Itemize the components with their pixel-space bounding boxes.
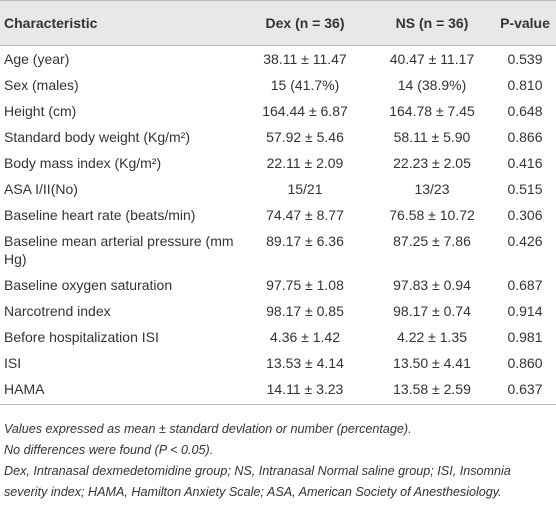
label-cell: Before hospitalization ISI [4,329,159,345]
label-cell: Baseline oxygen saturation [4,277,173,293]
header-row: Characteristic Dex (n = 36) NS (n = 36) P-v… [0,0,556,46]
label-cell: Baseline heart rate (beats/min) [4,207,196,223]
value-cell: 22.23 ± 2.05 [393,155,471,171]
label-cell: ASA I/II(No) [4,181,78,197]
value-cell: 0.637 [494,376,556,405]
label-cell: Age (year) [4,51,70,67]
value-cell: 97.83 ± 0.94 [393,277,471,293]
value-cell: 0.866 [507,129,543,145]
table-row: HAMA 14.11 ± 3.23 13.58 ± 2.59 0.637 [0,376,556,405]
label-cell: Narcotrend index [4,303,111,319]
value-cell: 13/23 [414,181,450,197]
value-cell: 0.306 [507,207,543,223]
table-row: ASA I/II(No) 15/21 13/23 0.515 [0,176,556,202]
value-cell: 14.11 ± 3.23 [240,376,370,405]
value-cell: 38.11 ± 11.47 [263,51,347,67]
value-cell: 0.416 [507,155,543,171]
header-cell: NS (n = 36) [370,0,494,46]
value-cell: 164.44 ± 6.87 [262,103,348,119]
value-cell: 22.11 ± 2.09 [266,155,344,171]
value-cell: 0.648 [507,103,543,119]
table-row: Before hospitalization ISI 4.36 ± 1.42 4.2… [0,324,556,350]
table-row: Baseline heart rate (beats/min) 74.47 ± 8… [0,202,556,228]
value-cell: 0.687 [507,277,543,293]
table-row: Body mass index (Kg/m²) 22.11 ± 2.09 22.23… [0,150,556,176]
value-cell: 0.515 [507,181,543,197]
value-cell: 0.810 [507,77,543,93]
label-cell: Height (cm) [4,103,77,119]
value-cell: 89.17 ± 6.36 [266,233,344,249]
label-cell: Sex (males) [4,77,79,93]
table-row: Standard body weight (Kg/m²) 57.92 ± 5.46… [0,124,556,150]
value-cell: 13.58 ± 2.59 [370,376,494,405]
table-body: Age (year) 38.11 ± 11.47 40.47 ± 11.17 0.53… [0,46,556,405]
value-cell: 57.92 ± 5.46 [266,129,344,145]
header-cell: Characteristic [0,0,240,46]
value-cell: 76.58 ± 10.72 [389,207,475,223]
value-cell: 87.25 ± 7.86 [393,233,471,249]
value-cell: 0.539 [507,51,543,67]
table-row: Baseline oxygen saturation 97.75 ± 1.08 97… [0,272,556,298]
value-cell: 4.36 ± 1.42 [270,329,340,345]
value-cell: 58.11 ± 5.90 [393,129,471,145]
value-cell: 15/21 [287,181,323,197]
value-cell: 40.47 ± 11.17 [389,51,475,67]
header-cell: Dex (n = 36) [240,0,370,46]
header-cell: P-value [494,0,556,46]
value-cell: 0.981 [507,329,543,345]
table-row: Sex (males) 15 (41.7%) 14 (38.9%) 0.810 [0,72,556,98]
value-cell: 0.426 [507,233,543,249]
footnote: Values expressed as mean ± standard devl… [4,422,412,436]
label-cell: ISI [4,355,22,371]
label-cell: Baseline mean arterial pressure (mm Hg) [4,233,234,267]
table-row: Baseline mean arterial pressure (mm Hg) 8… [0,228,556,272]
label-cell: Body mass index (Kg/m²) [4,155,162,171]
value-cell: 0.860 [507,355,543,371]
label-cell: HAMA [0,376,240,405]
value-cell: 13.50 ± 4.41 [393,355,471,371]
table-row: Narcotrend index 98.17 ± 0.85 98.17 ± 0.74… [0,298,556,324]
value-cell: 74.47 ± 8.77 [266,207,344,223]
table-row: Age (year) 38.11 ± 11.47 40.47 ± 11.17 0.53… [0,46,556,73]
table-row: ISI 13.53 ± 4.14 13.50 ± 4.41 0.860 [0,350,556,376]
value-cell: 98.17 ± 0.85 [266,303,344,319]
value-cell: 14 (38.9%) [397,77,467,93]
value-cell: 4.22 ± 1.35 [397,329,467,345]
footnote: No differences were found (P < 0.05). [4,443,214,457]
value-cell: 0.914 [507,303,543,319]
value-cell: 98.17 ± 0.74 [393,303,471,319]
footnote: Dex, Intranasal dexmedetomidine group; N… [4,464,511,499]
value-cell: 164.78 ± 7.45 [389,103,475,119]
value-cell: 15 (41.7%) [270,77,340,93]
label-cell: Standard body weight (Kg/m²) [4,129,190,145]
footnotes: Values expressed as mean ± standard devl… [0,405,556,503]
table-row: Height (cm) 164.44 ± 6.87 164.78 ± 7.45 0.6… [0,98,556,124]
value-cell: 97.75 ± 1.08 [266,277,344,293]
value-cell: 13.53 ± 4.14 [266,355,344,371]
characteristics-table: Characteristic Dex (n = 36) NS (n = 36) P-v… [0,0,556,405]
